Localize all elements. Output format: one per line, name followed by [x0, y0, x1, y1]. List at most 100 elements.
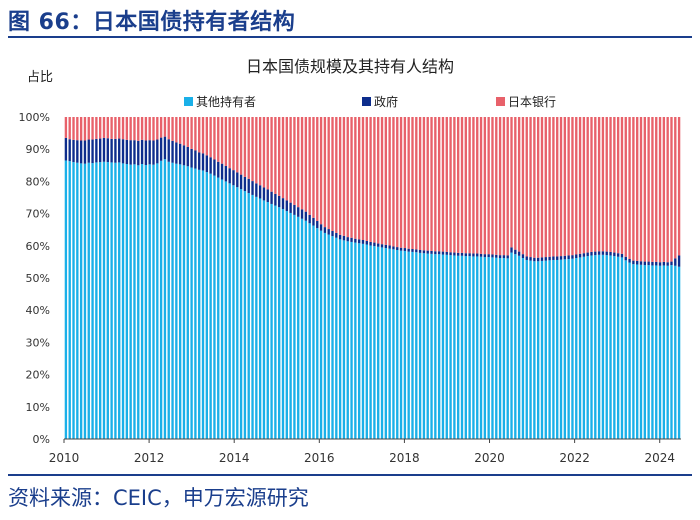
bar-segment-boj: [525, 117, 528, 257]
bar-segment-others: [643, 265, 646, 439]
bar-segment-boj: [609, 117, 612, 252]
bar-segment-others: [544, 260, 547, 439]
bar-segment-boj: [335, 117, 338, 233]
bar-segment-government: [152, 140, 155, 165]
bar-segment-government: [365, 240, 368, 245]
bar-segment-others: [285, 211, 288, 439]
bar-segment-others: [99, 162, 102, 439]
bar-segment-boj: [220, 117, 224, 164]
bar-segment-government: [285, 200, 288, 212]
legend-label-government: 政府: [374, 94, 398, 109]
bars: [64, 117, 681, 440]
bar-segment-boj: [437, 117, 441, 252]
bar-segment-others: [571, 258, 574, 439]
bar-segment-government: [186, 146, 189, 167]
bar-segment-others: [346, 241, 349, 439]
bar-segment-government: [258, 185, 262, 199]
bar-segment-boj: [224, 117, 228, 166]
bar-segment-government: [422, 250, 426, 254]
bar-segment-government: [502, 255, 506, 259]
bar-segment-government: [350, 237, 353, 242]
legend-swatch-boj: [496, 97, 505, 106]
bar-segment-government: [411, 249, 414, 252]
bar-segment-boj: [586, 117, 589, 253]
bar-segment-boj: [510, 117, 513, 248]
bar-segment-government: [281, 198, 285, 210]
bar-segment-others: [521, 258, 525, 439]
bar-segment-government: [472, 253, 475, 257]
bar-segment-others: [270, 203, 273, 439]
bar-segment-boj: [590, 117, 593, 252]
bar-segment-boj: [620, 117, 624, 254]
bar-segment-government: [514, 249, 517, 255]
bar-segment-others: [449, 255, 452, 439]
footer-divider: [8, 474, 692, 476]
bar-segment-boj: [415, 117, 418, 250]
bar-segment-government: [495, 254, 498, 258]
bar-segment-others: [597, 254, 601, 439]
bar-segment-others: [365, 244, 368, 439]
bar-segment-government: [601, 251, 605, 255]
bar-segment-boj: [677, 117, 681, 256]
bar-segment-government: [655, 261, 658, 266]
chart-area: 日本国债规模及其持有人结构 占比 其他持有者 政府 日本银行 0% 10% 20% 3…: [19, 57, 681, 465]
bar-segment-others: [487, 257, 490, 439]
bar-segment-others: [133, 164, 136, 439]
bar-segment-boj: [498, 117, 502, 256]
bar-segment-government: [464, 253, 467, 257]
bar-segment-boj: [613, 117, 616, 253]
bar-segment-boj: [338, 117, 342, 235]
bar-segment-others: [540, 260, 544, 439]
bar-segment-others: [171, 162, 174, 439]
bar-segment-government: [278, 195, 281, 208]
bar-segment-government: [430, 250, 433, 254]
bar-segment-government: [331, 230, 334, 237]
bar-segment-government: [335, 232, 338, 238]
bar-segment-others: [632, 264, 635, 439]
bar-segment-others: [437, 254, 441, 439]
legend-item-boj: 日本银行: [496, 95, 556, 109]
bar-segment-boj: [506, 117, 509, 256]
bar-segment-boj: [293, 117, 296, 205]
bar-segment-government: [68, 139, 71, 162]
bar-segment-others: [624, 260, 627, 439]
bar-segment-government: [552, 256, 555, 260]
bar-segment-others: [411, 251, 414, 439]
bar-segment-others: [194, 168, 197, 439]
bar-segment-government: [609, 251, 612, 256]
bar-segment-boj: [418, 117, 422, 250]
bar-segment-government: [190, 148, 193, 168]
bar-segment-others: [601, 254, 605, 439]
bar-segment-others: [297, 216, 300, 439]
bar-segment-boj: [548, 117, 551, 257]
bar-segment-others: [479, 256, 483, 439]
bar-segment-boj: [357, 117, 361, 240]
bar-segment-others: [350, 241, 353, 439]
bar-segment-government: [392, 246, 395, 250]
bar-segment-others: [506, 258, 509, 439]
bar-segment-government: [498, 255, 502, 259]
x-axis: 2010 2012 2014 2016 2018 2020 2022 2024: [49, 439, 675, 465]
bar-segment-government: [415, 249, 418, 253]
bar-segment-boj: [540, 117, 544, 258]
bar-segment-others: [148, 164, 151, 439]
x-tick-label: 2022: [559, 451, 590, 465]
bar-segment-government: [491, 254, 494, 258]
bar-segment-boj: [472, 117, 475, 254]
bar-segment-others: [674, 265, 677, 439]
bar-segment-others: [114, 162, 117, 439]
bar-segment-boj: [79, 117, 83, 141]
bar-segment-government: [441, 251, 445, 255]
y-tick-label: 80%: [26, 175, 50, 188]
bar-segment-boj: [495, 117, 498, 255]
bar-segment-others: [628, 262, 631, 439]
bar-segment-boj: [289, 117, 292, 203]
bar-segment-others: [239, 189, 243, 439]
bar-segment-boj: [171, 117, 174, 141]
y-tick-label: 70%: [26, 208, 50, 221]
y-tick-label: 50%: [26, 272, 50, 285]
bar-segment-others: [377, 246, 380, 439]
bar-segment-government: [643, 261, 646, 266]
bar-segment-others: [586, 256, 589, 439]
bar-segment-government: [159, 137, 163, 161]
